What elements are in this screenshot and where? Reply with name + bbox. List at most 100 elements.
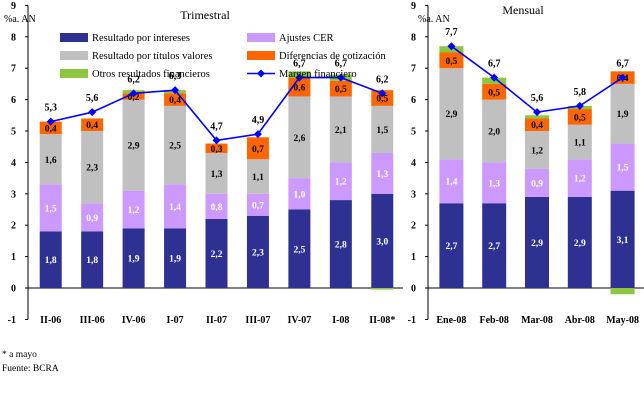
bar-value-label: 1,0 [293, 190, 305, 200]
bar-segment-titulos [482, 99, 507, 163]
margin-point [618, 73, 627, 82]
y-tick-label: 1 [411, 252, 416, 263]
bar-segment-intereses [439, 203, 464, 288]
legend-swatch-titulos [60, 51, 88, 60]
margin-value-label: 6,3 [169, 71, 182, 82]
margin-value-label: 5,8 [574, 87, 587, 98]
legend-label-margen: Margen financiero [279, 69, 357, 80]
margin-value-label: 5,6 [531, 93, 544, 104]
bar-segment-titulos [439, 68, 464, 160]
bar-segment-cotizacion [439, 52, 464, 69]
bar-value-label: 1,1 [252, 173, 264, 183]
bar-segment-intereses [246, 215, 269, 288]
margin-point [212, 136, 221, 145]
bar-segment-titulos [164, 105, 187, 185]
bar-segment-cer [122, 190, 145, 229]
y-tick-label: 5 [411, 127, 416, 138]
x-tick-label: II-08* [369, 315, 395, 326]
bar-segment-titulos [610, 83, 635, 144]
x-tick-label: III-06 [80, 315, 105, 326]
bar-value-label: 3,0 [376, 237, 388, 247]
margin-point [129, 89, 138, 98]
y-tick-label: 8 [11, 32, 16, 43]
margin-point [447, 42, 456, 51]
bar-value-label: 0,5 [335, 85, 347, 95]
bar-segment-cotizacion [288, 77, 311, 97]
bar-segment-cer [205, 193, 228, 219]
bar-segment-titulos [122, 99, 145, 191]
bar-segment-cotizacion [205, 143, 228, 153]
x-tick-label: II-06 [40, 315, 61, 326]
bar-segment-cer [567, 159, 592, 197]
bar-segment-intereses [288, 209, 311, 288]
bar-value-label: 2,7 [488, 242, 500, 252]
margin-value-label: 6,7 [488, 59, 501, 70]
bar-segment-titulos [39, 134, 62, 185]
bar-segment-intereses [329, 200, 352, 288]
bar-segment-titulos [205, 152, 228, 194]
bar-value-label: 2,9 [445, 110, 457, 120]
bar-segment-cer [525, 168, 549, 197]
bar-segment-cer [39, 184, 62, 232]
bar-segment-cotizacion [371, 90, 394, 106]
bar-value-label: 1,8 [45, 256, 57, 266]
bar-segment-cer [329, 162, 352, 201]
bar-segment-intereses [81, 231, 104, 288]
y-tick-label: 2 [411, 221, 416, 232]
bar-segment-titulos [567, 124, 592, 160]
margin-value-label: 6,7 [616, 59, 629, 70]
quarterly-chart: Trimestral %a. AN -1 0 1 2 3 4 5 6 7 8 9 1,8 1,5 1,6 0,4… [4, 1, 403, 326]
margin-point [295, 73, 304, 82]
bar-value-label: 2,7 [445, 242, 457, 252]
x-tick-label: Feb-08 [479, 315, 508, 326]
bar-segment-titulos [81, 131, 104, 204]
bar-value-label: 2,9 [531, 239, 543, 249]
x-tick-label: I-07 [166, 315, 183, 326]
margin-point [88, 108, 97, 117]
margin-point [46, 117, 55, 126]
bar-value-label: 1,9 [617, 110, 629, 120]
margin-value-label: 5,3 [44, 103, 57, 114]
bar-value-label: 0,6 [293, 84, 305, 94]
bar-segment-titulos [246, 159, 269, 194]
legend-swatch-cer [247, 33, 275, 42]
bar-segment-intereses [371, 193, 394, 288]
bar-value-label: 2,2 [211, 250, 223, 260]
y-tick-label: 3 [411, 189, 416, 200]
x-tick-label: Mar-08 [521, 315, 553, 326]
y-tick-label: 9 [11, 1, 16, 12]
bar-segment-intereses [205, 218, 228, 288]
margin-value-label: 6,7 [293, 59, 306, 70]
y-tick-label: 7 [411, 64, 416, 75]
y-tick-label: -1 [408, 315, 416, 326]
bar-value-label: 0,5 [488, 88, 500, 98]
bar-value-label: 1,9 [128, 255, 140, 265]
bar-value-label: 1,5 [45, 204, 57, 214]
margin-point [171, 86, 180, 95]
legend-label-titulos: Resultado por títulos valores [92, 51, 212, 62]
y-tick-label: 8 [411, 32, 416, 43]
bar-value-label: 2,0 [488, 128, 500, 138]
bar-segment-cotizacion [482, 83, 507, 100]
legend-label-cotizacion: Diferencias de cotización [279, 51, 386, 62]
margin-value-label: 5,6 [86, 93, 99, 104]
y-tick-label: 4 [11, 158, 16, 169]
bar-value-label: 2,8 [335, 241, 347, 251]
bar-value-label: 2,3 [86, 164, 98, 174]
bar-value-label: 1,2 [574, 175, 586, 185]
source-note: Fuente: BCRA [2, 364, 59, 374]
x-tick-label: Abr-08 [565, 315, 595, 326]
legend-swatch-intereses [60, 33, 88, 42]
bar-value-label: 0,2 [128, 93, 140, 103]
legend-label-intereses: Resultado por intereses [92, 33, 190, 44]
bar-segment-titulos [525, 131, 549, 169]
bar-value-label: 3,1 [617, 236, 629, 246]
bar-value-label: 2,6 [293, 134, 305, 144]
y-tick-label: 9 [411, 1, 416, 12]
bar-value-label: 1,2 [128, 206, 140, 216]
margin-value-label: 4,9 [252, 115, 265, 126]
bar-segment-intereses [567, 196, 592, 288]
y-tick-label: 0 [11, 284, 16, 295]
bar-value-label: 2,9 [128, 142, 140, 152]
y-tick-label: 2 [11, 221, 16, 232]
